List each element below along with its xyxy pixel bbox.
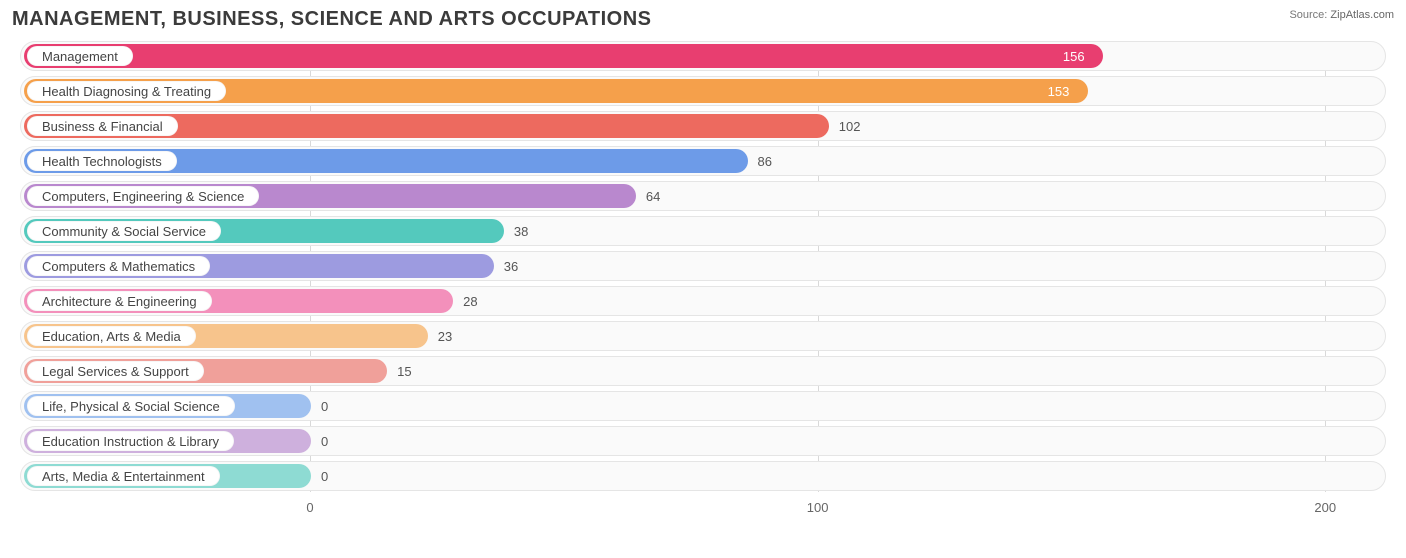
- bar-row: Architecture & Engineering 28: [20, 286, 1386, 316]
- source-name: ZipAtlas.com: [1330, 9, 1394, 21]
- bar-row: Health Technologists 86: [20, 146, 1386, 176]
- source-label: Source:: [1289, 9, 1327, 21]
- chart-area: Management 156 Health Diagnosing & Treatin…: [12, 41, 1394, 520]
- bar-label: Business & Financial: [27, 116, 178, 136]
- x-axis: 0 100 200: [20, 496, 1386, 520]
- bar-value: 102: [839, 112, 861, 140]
- bar-value: 156: [1063, 42, 1085, 70]
- bar-label: Education Instruction & Library: [27, 431, 234, 451]
- chart-plot: Management 156 Health Diagnosing & Treatin…: [20, 41, 1386, 520]
- bar-label: Health Diagnosing & Treating: [27, 81, 226, 101]
- bar-label: Legal Services & Support: [27, 361, 204, 381]
- chart-source: Source: ZipAtlas.com: [1289, 8, 1394, 22]
- bar-row: Education, Arts & Media 23: [20, 321, 1386, 351]
- bar-row: Computers & Mathematics 36: [20, 251, 1386, 281]
- bar-fill: [24, 44, 1103, 68]
- bar-value: 38: [514, 217, 528, 245]
- bar-label: Health Technologists: [27, 151, 177, 171]
- bar-row: Health Diagnosing & Treating 153: [20, 76, 1386, 106]
- x-tick-label: 200: [1314, 500, 1336, 515]
- bar-row: Computers, Engineering & Science 64: [20, 181, 1386, 211]
- bar-label: Management: [27, 46, 133, 66]
- chart-header: MANAGEMENT, BUSINESS, SCIENCE AND ARTS O…: [12, 8, 1394, 31]
- bar-container: Management 156 Health Diagnosing & Treatin…: [20, 41, 1386, 491]
- bar-row: Education Instruction & Library 0: [20, 426, 1386, 456]
- bar-label: Education, Arts & Media: [27, 326, 196, 346]
- x-tick-label: 0: [306, 500, 313, 515]
- bar-value: 0: [321, 427, 328, 455]
- bar-label: Arts, Media & Entertainment: [27, 466, 220, 486]
- bar-value: 0: [321, 462, 328, 490]
- bar-value: 36: [504, 252, 518, 280]
- bar-row: Community & Social Service 38: [20, 216, 1386, 246]
- bar-row: Life, Physical & Social Science 0: [20, 391, 1386, 421]
- bar-value: 15: [397, 357, 411, 385]
- bar-label: Architecture & Engineering: [27, 291, 212, 311]
- bar-row: Legal Services & Support 15: [20, 356, 1386, 386]
- bar-label: Computers & Mathematics: [27, 256, 210, 276]
- bar-value: 86: [758, 147, 772, 175]
- bar-row: Business & Financial 102: [20, 111, 1386, 141]
- bar-value: 64: [646, 182, 660, 210]
- bar-row: Arts, Media & Entertainment 0: [20, 461, 1386, 491]
- bar-label: Community & Social Service: [27, 221, 221, 241]
- bar-value: 28: [463, 287, 477, 315]
- bar-value: 23: [438, 322, 452, 350]
- bar-value: 0: [321, 392, 328, 420]
- bar-label: Computers, Engineering & Science: [27, 186, 259, 206]
- bar-label: Life, Physical & Social Science: [27, 396, 235, 416]
- bar-row: Management 156: [20, 41, 1386, 71]
- x-tick-label: 100: [807, 500, 829, 515]
- chart-title: MANAGEMENT, BUSINESS, SCIENCE AND ARTS O…: [12, 8, 651, 31]
- bar-value: 153: [1048, 77, 1070, 105]
